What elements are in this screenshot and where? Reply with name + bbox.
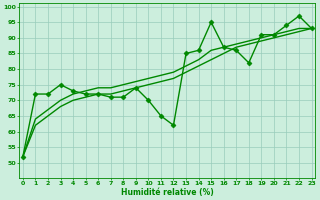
X-axis label: Humidité relative (%): Humidité relative (%): [121, 188, 213, 197]
